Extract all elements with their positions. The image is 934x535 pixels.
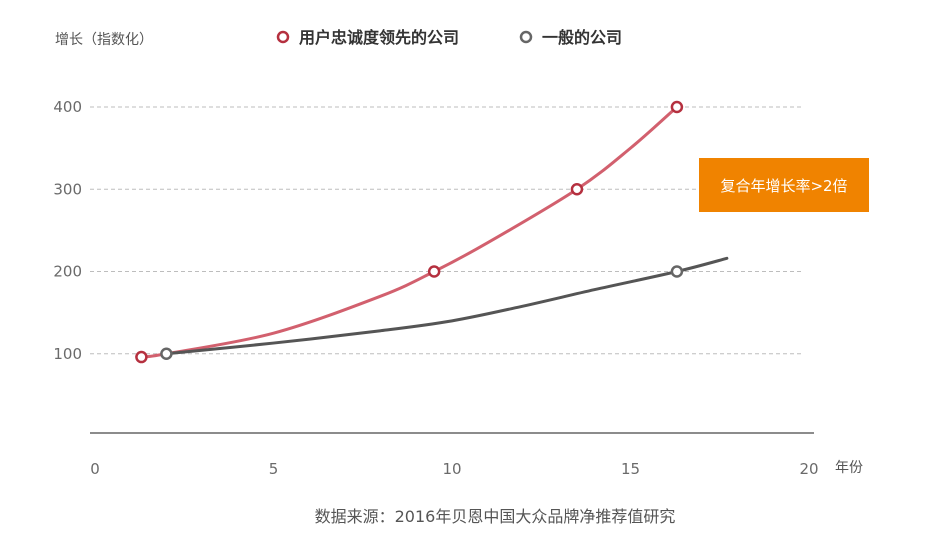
y-axis-label: 增长（指数化） — [55, 32, 153, 48]
annotation-text: 复合年增长率>2倍 — [720, 177, 847, 195]
y-tick-label: 100 — [53, 345, 82, 363]
annotation-box — [699, 158, 869, 212]
series-line-1 — [164, 256, 729, 356]
x-tick-label: 0 — [90, 460, 100, 478]
x-tick-label: 20 — [799, 460, 818, 478]
x-axis-label: 年份 — [835, 460, 863, 476]
legend-marker — [276, 30, 290, 44]
series-1-point — [160, 347, 173, 360]
series-0-point — [135, 350, 148, 364]
series-0-point — [570, 183, 584, 196]
series-lines — [139, 105, 729, 359]
cagr-annotation: 复合年增长率>2倍 — [699, 158, 869, 212]
y-tick-label: 200 — [53, 263, 82, 281]
legend-label: 一般的公司 — [542, 28, 622, 47]
series-markers — [135, 100, 684, 364]
series-1-point — [670, 265, 684, 278]
series-line-0 — [139, 105, 679, 359]
y-axis-ticks: 100 200 300 400 — [53, 98, 82, 363]
y-tick-label: 300 — [53, 180, 82, 198]
x-tick-label: 5 — [269, 460, 279, 478]
legend-label: 用户忠诚度领先的公司 — [299, 28, 459, 47]
x-tick-label: 15 — [621, 460, 640, 478]
grid-lines — [90, 106, 803, 355]
x-axis-ticks: 0 5 10 15 20 — [90, 460, 818, 478]
legend-marker — [519, 30, 533, 44]
y-tick-label: 400 — [53, 98, 82, 116]
source-note: 数据来源：2016年贝恩中国大众品牌净推荐值研究 — [315, 507, 676, 526]
legend: 用户忠诚度领先的公司 一般的公司 — [276, 28, 622, 47]
series-0-point — [427, 265, 441, 278]
series-0-point — [670, 100, 684, 114]
x-tick-label: 10 — [442, 460, 461, 478]
